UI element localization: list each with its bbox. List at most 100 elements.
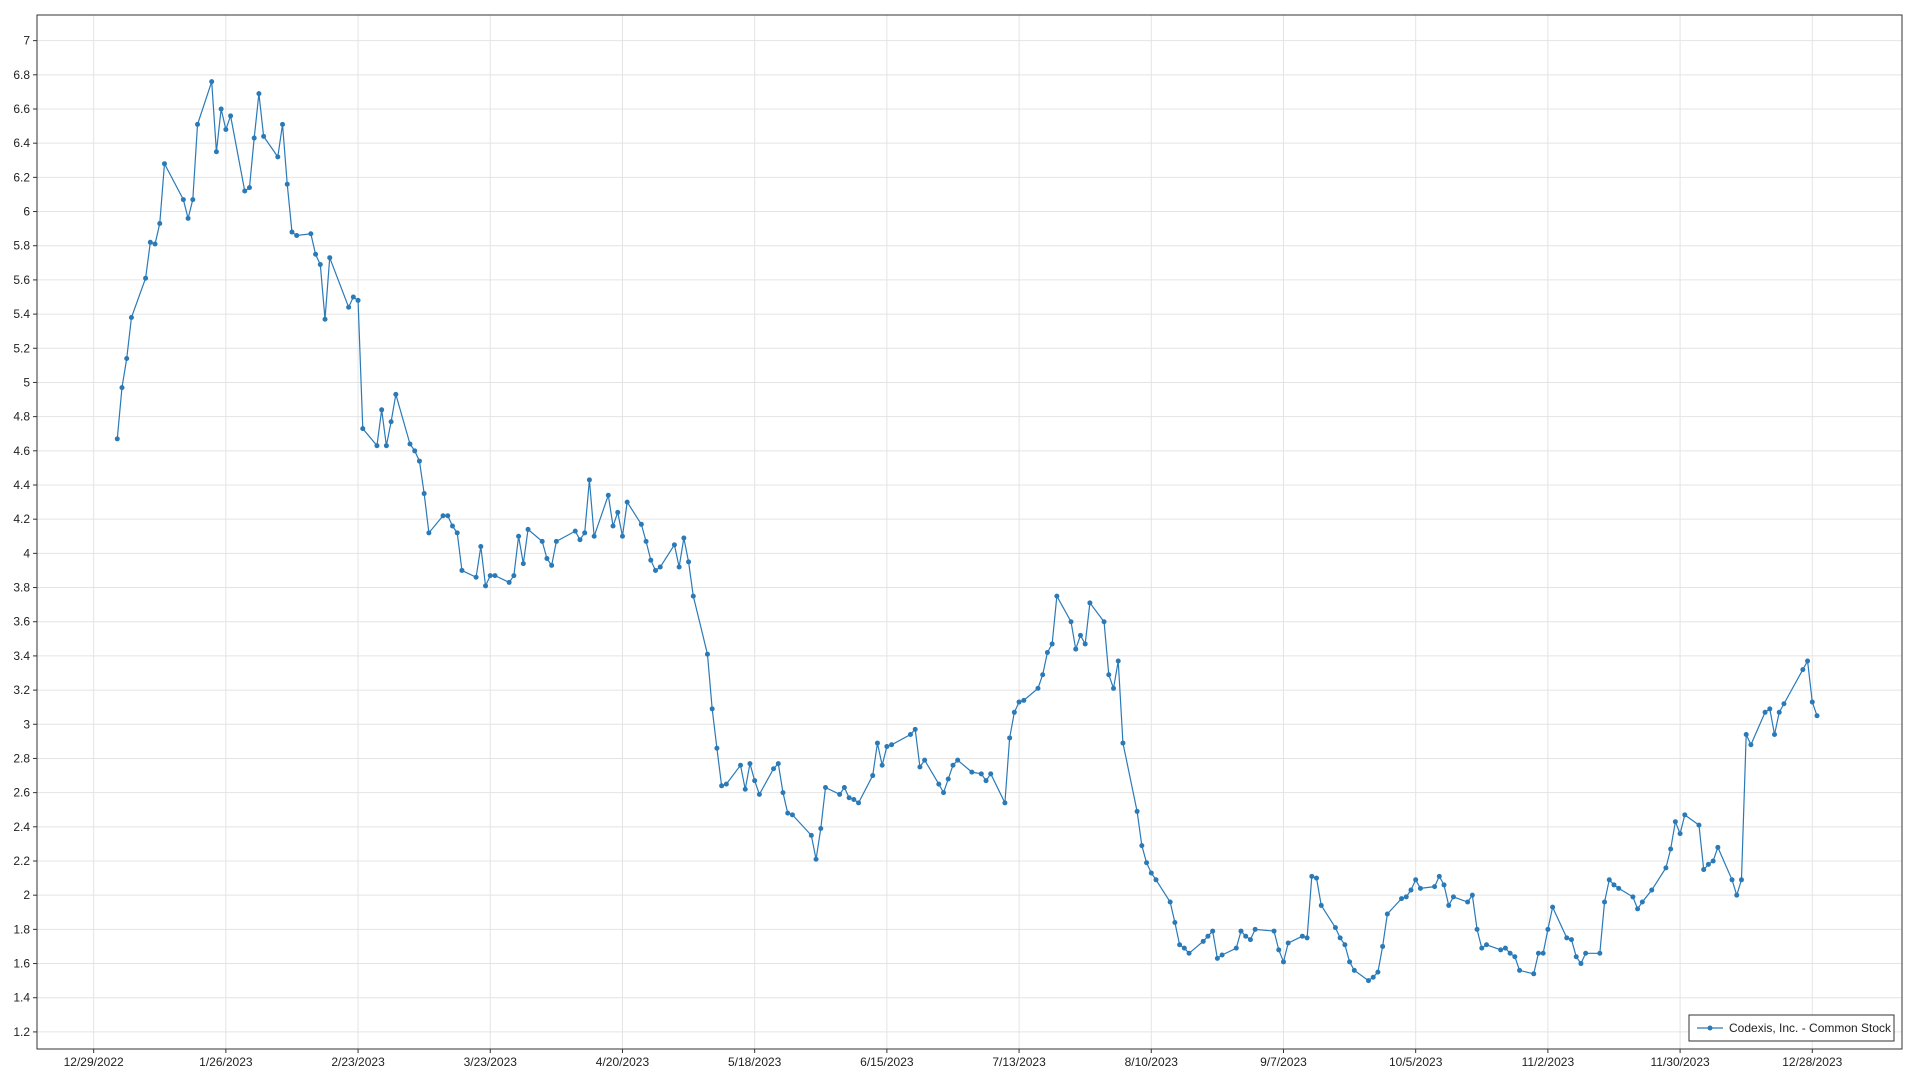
data-point xyxy=(841,785,847,791)
data-point xyxy=(1210,928,1216,934)
data-point xyxy=(941,790,947,796)
data-point xyxy=(874,740,880,746)
data-point xyxy=(1776,709,1782,715)
data-point xyxy=(572,528,578,534)
data-point xyxy=(922,757,928,763)
y-tick-label: 3.2 xyxy=(13,683,30,697)
y-tick-label: 6.2 xyxy=(13,170,30,184)
y-tick-label: 5.2 xyxy=(13,341,30,355)
data-point xyxy=(889,742,895,748)
data-point xyxy=(936,781,942,787)
data-point xyxy=(445,513,451,519)
data-point xyxy=(1044,649,1050,655)
data-point xyxy=(1314,875,1320,881)
data-point xyxy=(870,773,876,779)
y-tick-label: 5.6 xyxy=(13,273,30,287)
y-tick-label: 4.4 xyxy=(13,478,30,492)
data-point xyxy=(775,761,781,767)
data-point xyxy=(813,856,819,862)
data-point xyxy=(1805,658,1811,664)
data-point xyxy=(1219,952,1225,958)
data-point xyxy=(1007,735,1013,741)
data-point xyxy=(780,790,786,796)
data-point xyxy=(1148,870,1154,876)
data-point xyxy=(653,567,659,573)
data-point xyxy=(1432,884,1438,890)
data-point xyxy=(983,778,989,784)
data-point xyxy=(1403,894,1409,900)
data-point xyxy=(1384,911,1390,917)
data-point xyxy=(714,745,720,751)
data-point xyxy=(1351,967,1357,973)
data-point xyxy=(1602,899,1608,905)
x-tick-label: 5/18/2023 xyxy=(728,1055,782,1069)
data-point xyxy=(624,499,630,505)
data-point xyxy=(1238,928,1244,934)
data-point xyxy=(1304,935,1310,941)
data-point xyxy=(1309,873,1315,879)
data-point xyxy=(917,764,923,770)
data-point xyxy=(1280,959,1286,965)
y-tick-label: 4 xyxy=(23,546,30,560)
data-point xyxy=(1597,950,1603,956)
data-point xyxy=(1167,899,1173,905)
data-point xyxy=(1800,667,1806,673)
y-tick-label: 4.8 xyxy=(13,410,30,424)
data-point xyxy=(1635,906,1641,912)
data-point xyxy=(213,149,219,155)
data-point xyxy=(1748,742,1754,748)
data-point xyxy=(704,651,710,657)
x-tick-label: 2/23/2023 xyxy=(331,1055,385,1069)
data-point xyxy=(1134,808,1140,814)
data-point xyxy=(440,513,446,519)
data-point xyxy=(223,127,229,133)
data-point xyxy=(1606,877,1612,883)
data-point xyxy=(945,776,951,782)
data-point xyxy=(1436,873,1442,879)
data-point xyxy=(412,448,418,454)
data-point xyxy=(1375,969,1381,975)
data-point xyxy=(161,161,167,167)
data-point xyxy=(421,491,427,497)
data-point xyxy=(1668,846,1674,852)
data-point xyxy=(1035,685,1041,691)
plot-frame xyxy=(36,14,1903,1050)
data-point xyxy=(1106,672,1112,678)
data-point xyxy=(1663,865,1669,871)
data-point xyxy=(582,530,588,536)
data-point xyxy=(483,583,489,589)
data-point xyxy=(516,533,522,539)
legend: Codexis, Inc. - Common Stock xyxy=(1688,1014,1895,1042)
data-point xyxy=(1318,902,1324,908)
data-point xyxy=(742,786,748,792)
x-tick-label: 10/5/2023 xyxy=(1389,1055,1443,1069)
data-point xyxy=(1087,600,1093,606)
data-point xyxy=(1762,709,1768,715)
data-point xyxy=(1502,945,1508,951)
data-point xyxy=(218,106,224,112)
data-point xyxy=(1564,935,1570,941)
data-point xyxy=(1205,933,1211,939)
data-point xyxy=(1082,641,1088,647)
data-point xyxy=(1781,701,1787,707)
data-point xyxy=(393,391,399,397)
data-point xyxy=(681,535,687,541)
y-tick-label: 3.6 xyxy=(13,615,30,629)
data-point xyxy=(1450,894,1456,900)
x-tick-label: 4/20/2023 xyxy=(596,1055,650,1069)
data-point xyxy=(246,185,252,191)
data-point xyxy=(879,762,885,768)
y-tick-label: 6 xyxy=(23,205,30,219)
data-point xyxy=(1479,945,1485,951)
data-point xyxy=(1172,920,1178,926)
x-tick-label: 11/30/2023 xyxy=(1651,1055,1710,1069)
data-point xyxy=(846,795,852,801)
data-point xyxy=(256,91,262,97)
data-point xyxy=(1611,882,1617,888)
data-point xyxy=(950,762,956,768)
legend-box xyxy=(1688,1014,1895,1042)
data-point xyxy=(615,509,621,515)
y-tick-label: 6.6 xyxy=(13,102,30,116)
data-point xyxy=(473,574,479,580)
y-tick-label: 1.6 xyxy=(13,957,30,971)
